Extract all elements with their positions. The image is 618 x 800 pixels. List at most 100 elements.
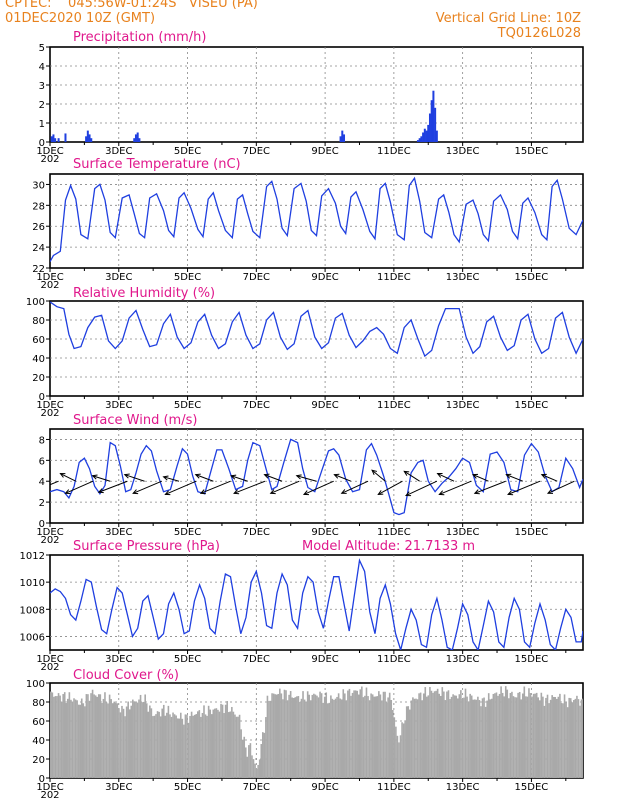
cloud-bar [133,701,136,778]
cloud-bar [210,714,213,778]
cloud-bar [275,694,278,778]
cloud-bar [351,692,354,778]
cloud-bar [252,759,255,778]
wind-arrow [507,480,541,495]
cloud-bar [481,698,484,778]
cloud-bar [379,694,382,778]
cloud-bar [181,718,184,778]
cloud-bar [424,687,427,778]
cloud-bar [497,695,499,778]
cloud-bar [571,702,574,778]
wind-xtick-label: 3DEC [105,527,132,538]
cloud-bar [458,694,461,778]
precip-bar [85,136,88,142]
cloud-bar [244,747,247,778]
cloud-bar [364,695,366,778]
cloud-bar [441,687,444,778]
precip-bar [138,138,141,142]
cloud-bar [350,695,352,778]
cloud-bar [385,702,388,778]
wind-xtick-label: 9DEC [311,527,338,538]
wind-arrow [334,474,352,482]
cloud-bar [266,695,269,778]
cloud-bar [523,686,526,778]
pressure-xtick-label: 9DEC [311,654,338,665]
wind-arrow [132,480,162,494]
cloud-bar [283,689,286,778]
cloud-bar [150,708,153,778]
pressure-xtick-label: 7DEC [243,654,270,665]
rh-xtick-label: 9DEC [311,400,338,411]
cloud-bar [201,712,204,778]
precip-bar [136,132,139,142]
cloud-bar [433,691,436,778]
cloud-bar [97,694,100,778]
cloud-bar [193,714,196,778]
temp-xtick-label: 3DEC [105,272,132,283]
cloud-bar [568,697,570,778]
cloud-bar [285,690,287,778]
wind-ytick-label: 6 [39,456,45,467]
wind-arrow [303,480,334,495]
precip-ytick-label: 2 [39,100,45,111]
cloud-bar [309,700,312,778]
wind-arrow-head [505,473,512,479]
cloud-bar [105,702,108,778]
cloud-bar [299,701,301,778]
cloud-xtick-label: 11DEC [377,782,411,793]
cloud-bar [76,700,78,778]
cloud-panel: 0 20 40 60 80 100 1DEC 3DEC 5DEC 7DEC 9DEC 11DEC 13D… [26,668,584,800]
cloud-bar [128,709,131,778]
cloud-bar [99,694,102,778]
precip-bar [86,130,89,142]
cloud-bar [566,707,569,778]
cloud-bar [80,698,83,778]
cloud-bar [246,756,249,778]
cloud-bar [426,696,428,778]
wind-arrow-head [333,473,340,479]
cloud-bar [125,706,128,778]
wind-xtick-label: 5DEC [174,527,201,538]
cloud-bar [226,701,229,778]
cloud-bar [63,692,66,778]
cloud-bar [326,703,329,778]
cloud-bar [532,693,535,778]
cloud-bar [472,699,475,778]
cloud-year-label: 202 [40,790,59,800]
cloud-ytick-label: 20 [32,755,45,766]
cloud-bar [562,703,564,778]
precip-bar [420,136,423,142]
cloud-bar [427,695,430,778]
precip-xtick-label: 9DEC [311,146,338,157]
cloud-bar [475,699,478,778]
cloud-bar [537,697,540,778]
cloud-bar [388,692,391,778]
cloud-bar [407,706,410,778]
cloud-bar [456,698,459,778]
cloud-bar [147,711,150,778]
pressure-xtick-label: 15DEC [515,654,549,665]
precip-xtick-label: 11DEC [377,146,411,157]
temp-ytick-label: 28 [32,201,45,212]
cloud-bar [215,708,218,778]
cloud-bar [357,694,360,778]
wind-arrow-head [295,474,302,480]
cloud-bar [402,723,405,778]
precip-bar [430,100,433,142]
cloud-bar [361,686,363,778]
cloud-bar [469,693,471,778]
temp-ytick-label: 30 [32,180,45,191]
wind-arrow-head [403,470,410,476]
precip-bar [339,136,342,142]
precip-bar [434,107,437,142]
cloud-bar [576,695,578,778]
cloud-bar [101,703,103,778]
cloud-bar [59,695,61,778]
cloud-bar [234,714,236,778]
cloud-xtick-label: 15DEC [515,782,549,793]
cloud-bar [371,694,374,778]
precip-ytick-label: 4 [39,62,45,73]
station-header: CPTEC: 045:56W-01:24S VISEU (PA) [5,0,258,11]
rh-xtick-label: 3DEC [105,400,132,411]
precip-bar [343,134,346,142]
